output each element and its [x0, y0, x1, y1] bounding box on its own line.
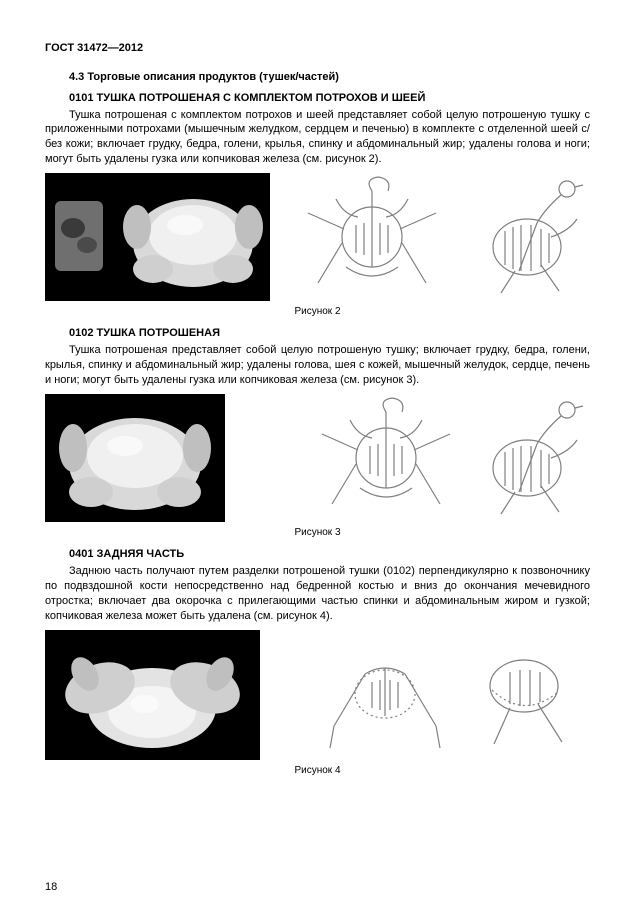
figure-2-diagram-front [300, 173, 445, 301]
figure-3-row [45, 394, 590, 522]
figure-4-caption: Рисунок 4 [45, 764, 590, 778]
item-0401-text: Заднюю часть получают путем разделки пот… [45, 564, 590, 623]
section-heading: 4.3 Торговые описания продуктов (тушек/ч… [45, 70, 590, 85]
figure-2-diagram-side [475, 173, 590, 301]
figure-2-caption: Рисунок 2 [45, 305, 590, 319]
figure-4-row [45, 630, 590, 760]
item-0401-title: 0401 ЗАДНЯЯ ЧАСТЬ [45, 547, 590, 562]
item-0101-title: 0101 ТУШКА ПОТРОШЕНАЯ С КОМПЛЕКТОМ ПОТРО… [45, 91, 590, 106]
item-0102-title: 0102 ТУШКА ПОТРОШЕНАЯ [45, 326, 590, 341]
figure-3-caption: Рисунок 3 [45, 526, 590, 540]
figure-3-diagram-front [314, 394, 459, 522]
page-number: 18 [45, 880, 57, 895]
figure-2-photo [45, 173, 270, 301]
item-0101-text: Тушка потрошеная с комплектом потрохов и… [45, 108, 590, 167]
figure-2-row [45, 173, 590, 301]
page: ГОСТ 31472—2012 4.3 Торговые описания пр… [0, 0, 630, 913]
doc-code-header: ГОСТ 31472—2012 [45, 41, 590, 56]
figure-4-photo [45, 630, 260, 760]
figure-4-diagram-side [470, 630, 590, 760]
figure-4-diagram-front [310, 630, 460, 760]
item-0102-text: Тушка потрошеная представляет собой целу… [45, 343, 590, 388]
figure-3-diagram-side [475, 394, 590, 522]
figure-3-photo [45, 394, 225, 522]
